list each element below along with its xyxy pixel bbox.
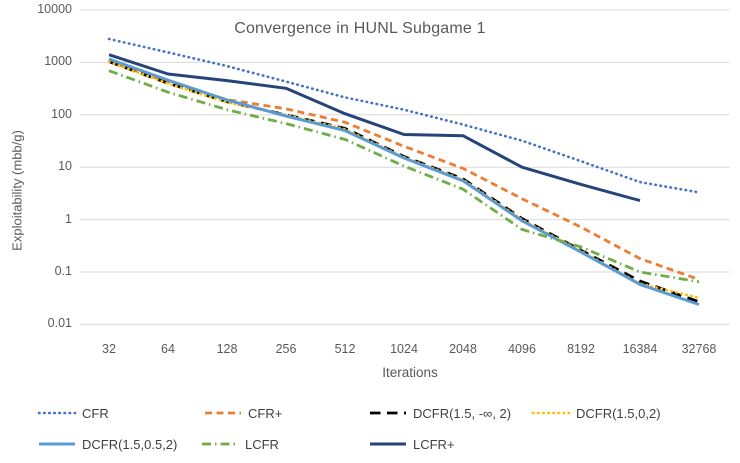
legend-item-dcfr-0: DCFR(1.5,0,2): [531, 405, 661, 421]
legend-marker-cfr-plus: [205, 411, 241, 415]
legend-marker-cfr: [37, 411, 77, 415]
x-tick-label: 8192: [567, 342, 595, 356]
legend-marker-lcfr: [202, 442, 238, 446]
chart-title: Convergence in HUNL Subgame 1: [234, 20, 486, 37]
series-line-3: [107, 60, 701, 300]
y-tick-label: 1000: [44, 54, 72, 68]
x-axis-title: Iterations: [382, 365, 438, 380]
x-tick-label: 2048: [449, 342, 477, 356]
x-tick-label: 4096: [508, 342, 536, 356]
legend-label: DCFR(1.5,0,2): [576, 405, 661, 421]
legend-item-dcfr-05: DCFR(1.5,0.5,2): [37, 436, 178, 452]
series-line-1: [108, 59, 700, 281]
series-line-5: [108, 69, 700, 284]
legend-label: LCFR: [245, 436, 279, 452]
x-tick-label: 512: [334, 342, 356, 356]
y-tick-label: 1: [65, 212, 72, 226]
series-line-4: [108, 57, 700, 306]
y-tick-label: 100: [51, 107, 72, 121]
x-tick-label: 1024: [390, 342, 418, 356]
legend-label: DCFR(1.5,0.5,2): [82, 436, 178, 452]
y-tick-label: 0.01: [47, 316, 72, 330]
x-tick-label: 256: [275, 342, 297, 356]
series-line-0: [107, 37, 701, 194]
legend-item-lcfr: LCFR: [200, 436, 279, 452]
y-tick-label: 10000: [37, 2, 72, 16]
legend-label: LCFR+: [413, 436, 455, 452]
legend-item-cfr: CFR: [37, 405, 109, 421]
series-line-2: [108, 60, 700, 304]
legend-marker-dcfr-neg-inf: [370, 411, 406, 415]
x-tick-label: 128: [216, 342, 238, 356]
y-tick-label: 10: [58, 159, 72, 173]
legend-label: CFR+: [248, 405, 283, 421]
legend-marker-dcfr-05: [39, 442, 75, 446]
series-line-6: [108, 53, 641, 203]
x-tick-label: 16384: [622, 342, 658, 356]
legend-item-dcfr-neg-inf: DCFR(1.5, -∞, 2): [368, 405, 512, 421]
x-tick-label: 32768: [681, 342, 717, 356]
legend-label: CFR: [82, 405, 109, 421]
legend-label: DCFR(1.5, -∞, 2): [413, 405, 512, 421]
legend-item-cfr-plus: CFR+: [203, 405, 283, 421]
x-tick-label: 32: [102, 342, 116, 356]
y-tick-label: 0.1: [54, 264, 72, 278]
legend-marker-lcfr-plus: [370, 442, 406, 446]
legend-item-lcfr-plus: LCFR+: [368, 436, 455, 452]
chart-canvas: [79, 9, 730, 325]
legend-marker-dcfr-0: [531, 411, 571, 415]
x-tick-label: 64: [161, 342, 175, 356]
